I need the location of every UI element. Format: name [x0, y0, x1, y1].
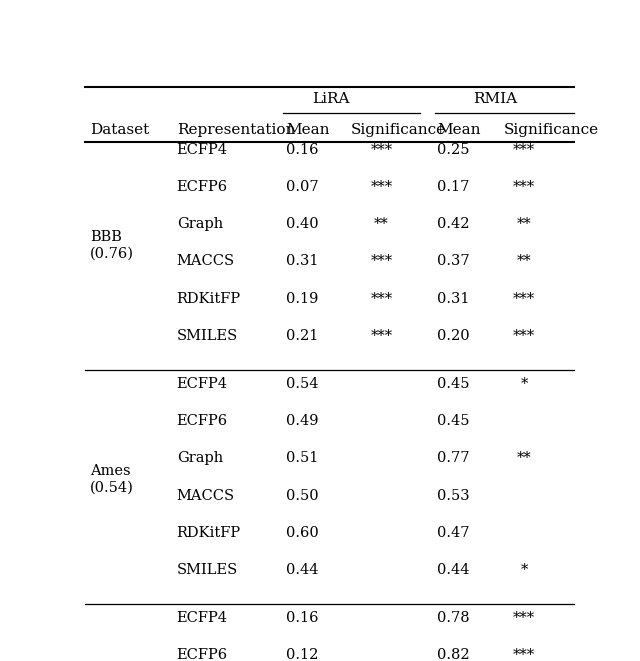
Text: 0.77: 0.77 — [437, 451, 470, 465]
Text: ECFP6: ECFP6 — [177, 180, 228, 194]
Text: Mean: Mean — [437, 122, 481, 137]
Text: **: ** — [516, 451, 531, 465]
Text: 0.54: 0.54 — [286, 377, 318, 391]
Text: *: * — [520, 563, 527, 577]
Text: ***: *** — [371, 180, 392, 194]
Text: ECFP4: ECFP4 — [177, 611, 228, 625]
Text: SMILES: SMILES — [177, 329, 238, 342]
Text: Dataset: Dataset — [90, 122, 149, 137]
Text: 0.37: 0.37 — [437, 254, 470, 268]
Text: 0.51: 0.51 — [286, 451, 318, 465]
Text: MACCS: MACCS — [177, 254, 235, 268]
Text: **: ** — [516, 254, 531, 268]
Text: ECFP6: ECFP6 — [177, 414, 228, 428]
Text: *: * — [520, 377, 527, 391]
Text: 0.12: 0.12 — [286, 648, 318, 661]
Text: ***: *** — [513, 329, 535, 342]
Text: **: ** — [374, 217, 388, 231]
Text: LiRA: LiRA — [312, 92, 349, 106]
Text: RDKitFP: RDKitFP — [177, 525, 241, 539]
Text: 0.16: 0.16 — [286, 143, 318, 157]
Text: RMIA: RMIA — [474, 92, 518, 106]
Text: 0.82: 0.82 — [437, 648, 470, 661]
Text: RDKitFP: RDKitFP — [177, 292, 241, 305]
Text: Graph: Graph — [177, 451, 223, 465]
Text: 0.50: 0.50 — [286, 488, 319, 502]
Text: Graph: Graph — [177, 217, 223, 231]
Text: ***: *** — [513, 180, 535, 194]
Text: Significance: Significance — [350, 122, 445, 137]
Text: 0.31: 0.31 — [437, 292, 470, 305]
Text: 0.49: 0.49 — [286, 414, 318, 428]
Text: 0.31: 0.31 — [286, 254, 318, 268]
Text: 0.42: 0.42 — [437, 217, 470, 231]
Text: 0.19: 0.19 — [286, 292, 318, 305]
Text: ***: *** — [513, 611, 535, 625]
Text: 0.16: 0.16 — [286, 611, 318, 625]
Text: BBB
(0.76): BBB (0.76) — [90, 230, 134, 260]
Text: 0.78: 0.78 — [437, 611, 470, 625]
Text: Ames
(0.54): Ames (0.54) — [90, 464, 134, 494]
Text: 0.44: 0.44 — [437, 563, 470, 577]
Text: ***: *** — [371, 329, 392, 342]
Text: 0.25: 0.25 — [437, 143, 470, 157]
Text: Representation: Representation — [177, 122, 295, 137]
Text: ***: *** — [371, 292, 392, 305]
Text: ECFP4: ECFP4 — [177, 377, 228, 391]
Text: **: ** — [516, 217, 531, 231]
Text: 0.40: 0.40 — [286, 217, 319, 231]
Text: ECFP6: ECFP6 — [177, 648, 228, 661]
Text: ***: *** — [513, 292, 535, 305]
Text: ***: *** — [371, 254, 392, 268]
Text: 0.07: 0.07 — [286, 180, 319, 194]
Text: 0.44: 0.44 — [286, 563, 318, 577]
Text: MACCS: MACCS — [177, 488, 235, 502]
Text: 0.53: 0.53 — [437, 488, 470, 502]
Text: Mean: Mean — [286, 122, 330, 137]
Text: 0.45: 0.45 — [437, 414, 470, 428]
Text: Significance: Significance — [504, 122, 599, 137]
Text: 0.21: 0.21 — [286, 329, 318, 342]
Text: ECFP4: ECFP4 — [177, 143, 228, 157]
Text: ***: *** — [371, 143, 392, 157]
Text: ***: *** — [513, 648, 535, 661]
Text: SMILES: SMILES — [177, 563, 238, 577]
Text: ***: *** — [513, 143, 535, 157]
Text: 0.47: 0.47 — [437, 525, 470, 539]
Text: 0.60: 0.60 — [286, 525, 319, 539]
Text: 0.17: 0.17 — [437, 180, 470, 194]
Text: 0.45: 0.45 — [437, 377, 470, 391]
Text: 0.20: 0.20 — [437, 329, 470, 342]
